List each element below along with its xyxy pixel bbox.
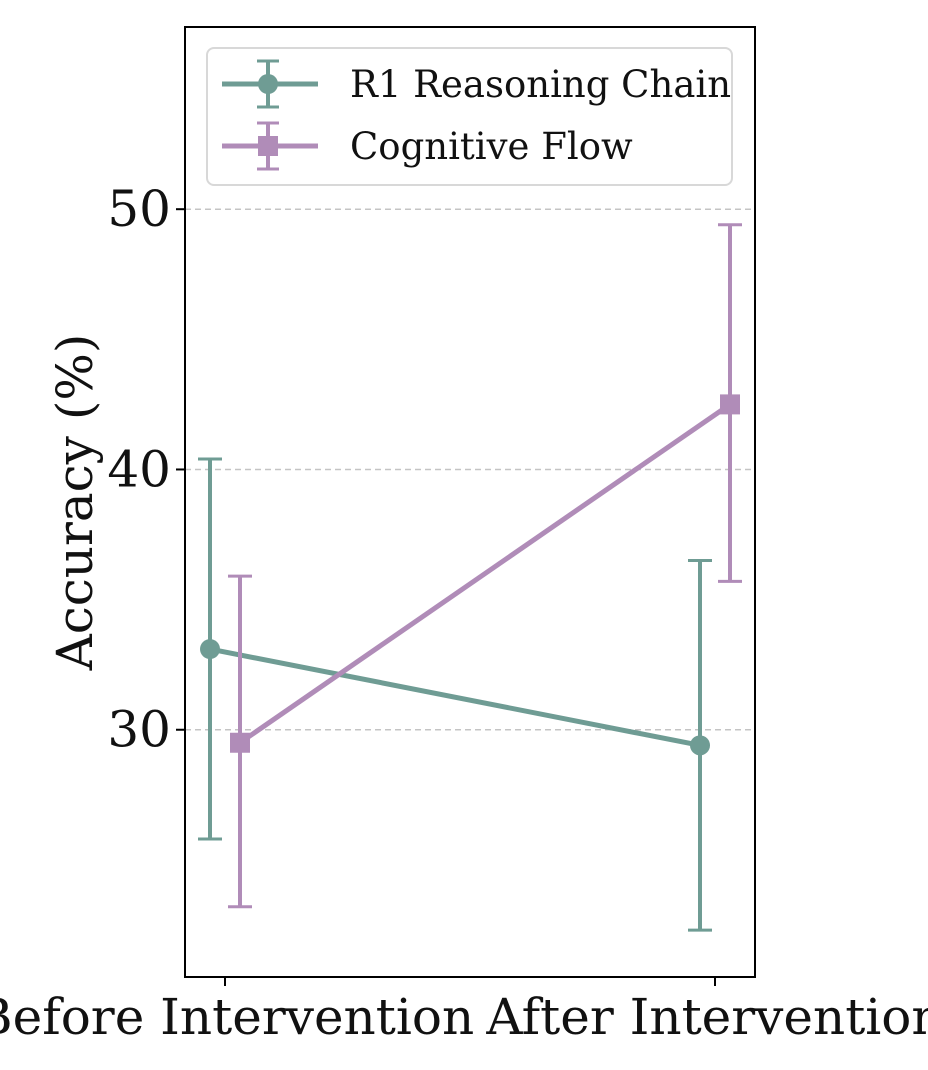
legend-marker [258, 136, 278, 156]
data-point [690, 735, 710, 756]
legend-entry: R1 Reasoning Chain [222, 59, 731, 109]
legend-label: Cognitive Flow [350, 125, 633, 168]
legend-entry: Cognitive Flow [222, 121, 633, 171]
plot-frame [184, 26, 756, 978]
axis-ticks: 30 40 50 Before Intervention After Intervent… [0, 180, 928, 1046]
data-point [230, 732, 250, 753]
data-point [200, 639, 220, 660]
legend-label: R1 Reasoning Chain [350, 63, 731, 106]
gridlines [185, 208, 755, 731]
x-tick-label: Before Intervention [0, 988, 474, 1046]
y-tick-label: 40 [107, 440, 171, 498]
series-line [209, 646, 701, 748]
series-1 [198, 457, 712, 932]
series-layer [198, 223, 742, 932]
legend: R1 Reasoning Chain Cognitive Flow [206, 47, 733, 186]
series-2 [228, 223, 742, 909]
legend-marker [258, 74, 278, 94]
y-axis-title: Accuracy (%) [46, 334, 104, 672]
legend-box [206, 47, 733, 186]
x-tick-label: After Intervention [485, 988, 928, 1046]
data-point [720, 394, 740, 415]
series-line [238, 402, 732, 745]
y-tick-label: 30 [107, 701, 171, 759]
y-tick-label: 50 [107, 180, 171, 238]
